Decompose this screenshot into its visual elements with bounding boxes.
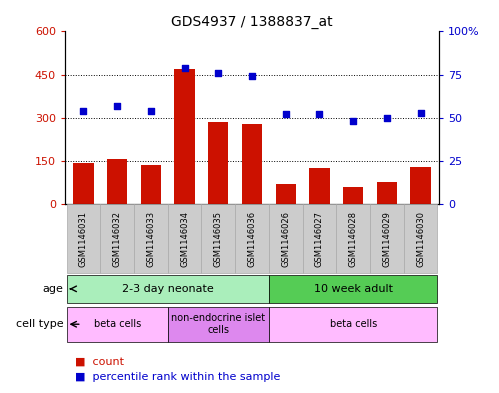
Text: beta cells: beta cells <box>329 319 377 329</box>
Text: GSM1146032: GSM1146032 <box>113 211 122 267</box>
Bar <box>175 69 195 204</box>
Text: GSM1146034: GSM1146034 <box>180 211 189 267</box>
Point <box>282 111 290 118</box>
Text: 2-3 day neonate: 2-3 day neonate <box>122 284 214 294</box>
Text: non-endocrine islet
cells: non-endocrine islet cells <box>171 314 265 335</box>
FancyBboxPatch shape <box>66 307 168 342</box>
Bar <box>73 163 93 204</box>
Bar <box>141 165 161 204</box>
FancyBboxPatch shape <box>269 307 438 342</box>
Bar <box>309 168 329 204</box>
Bar <box>343 187 363 204</box>
Text: GSM1146028: GSM1146028 <box>349 211 358 267</box>
Text: GSM1146027: GSM1146027 <box>315 211 324 267</box>
Bar <box>275 184 296 204</box>
Point <box>214 70 222 76</box>
Point <box>113 103 121 109</box>
Bar <box>208 122 229 204</box>
Text: ■  percentile rank within the sample: ■ percentile rank within the sample <box>75 372 280 382</box>
Text: GSM1146031: GSM1146031 <box>79 211 88 267</box>
FancyBboxPatch shape <box>168 307 269 342</box>
Point <box>248 73 256 79</box>
Text: 10 week adult: 10 week adult <box>314 284 393 294</box>
Text: GSM1146035: GSM1146035 <box>214 211 223 267</box>
Text: age: age <box>42 284 63 294</box>
Text: GSM1146026: GSM1146026 <box>281 211 290 267</box>
Title: GDS4937 / 1388837_at: GDS4937 / 1388837_at <box>171 15 333 29</box>
Text: ■  count: ■ count <box>75 356 124 367</box>
Bar <box>242 124 262 204</box>
Point <box>315 111 323 118</box>
Point <box>349 118 357 125</box>
Text: GSM1146033: GSM1146033 <box>146 211 155 267</box>
Point <box>383 115 391 121</box>
Bar <box>107 159 127 204</box>
Bar <box>411 167 431 204</box>
Point <box>79 108 87 114</box>
Point <box>147 108 155 114</box>
Bar <box>377 182 397 204</box>
Text: GSM1146029: GSM1146029 <box>382 211 391 267</box>
Text: beta cells: beta cells <box>93 319 141 329</box>
Point <box>181 64 189 71</box>
Text: cell type: cell type <box>15 319 63 329</box>
FancyBboxPatch shape <box>269 275 438 303</box>
Point <box>417 110 425 116</box>
FancyBboxPatch shape <box>66 275 269 303</box>
Text: GSM1146030: GSM1146030 <box>416 211 425 267</box>
Text: GSM1146036: GSM1146036 <box>248 211 256 267</box>
